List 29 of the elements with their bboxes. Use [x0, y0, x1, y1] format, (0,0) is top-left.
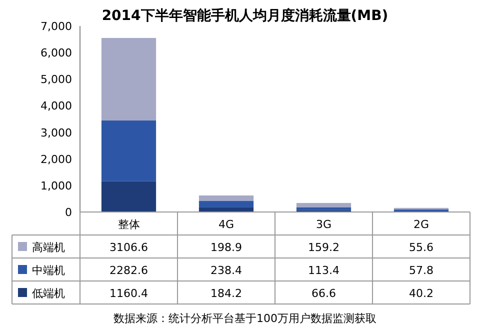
data-label: 40.2: [409, 287, 434, 300]
data-label: 184.2: [210, 287, 242, 300]
y-tick-label: 2,000: [40, 152, 72, 166]
data-label: 66.6: [312, 287, 336, 300]
y-tick-label: 1,000: [40, 179, 72, 192]
data-label: 1160.4: [110, 287, 148, 300]
x-tick-label: 整体: [118, 218, 140, 231]
data-label: 57.8: [409, 264, 434, 277]
data-label: 198.9: [210, 241, 242, 254]
legend-label: 中端机: [32, 264, 65, 277]
legend-label: 低端机: [32, 287, 65, 300]
y-tick-label: 0: [65, 206, 72, 219]
chart-title: 2014下半年智能手机人均月度消耗流量(MB): [102, 7, 388, 24]
data-label: 159.2: [308, 241, 340, 254]
y-tick-label: 6,000: [40, 46, 72, 60]
data-label: 113.4: [308, 264, 340, 277]
y-tick-label: 4,000: [40, 100, 72, 113]
data-label: 3106.6: [110, 241, 148, 254]
source-note: 数据来源：统计分析平台基于100万用户数据监测获取: [114, 312, 376, 325]
legend-label: 高端机: [32, 241, 65, 254]
x-tick-label: 2G: [413, 218, 430, 231]
x-tick-label: 3G: [316, 218, 332, 231]
y-tick-label: 5,000: [40, 73, 72, 86]
x-tick-label: 4G: [218, 218, 234, 231]
y-tick-label: 3,000: [40, 126, 72, 140]
y-tick-label: 7,000: [40, 20, 72, 33]
data-label: 55.6: [409, 241, 434, 254]
data-label: 238.4: [210, 264, 242, 277]
data-label: 2282.6: [110, 264, 148, 277]
